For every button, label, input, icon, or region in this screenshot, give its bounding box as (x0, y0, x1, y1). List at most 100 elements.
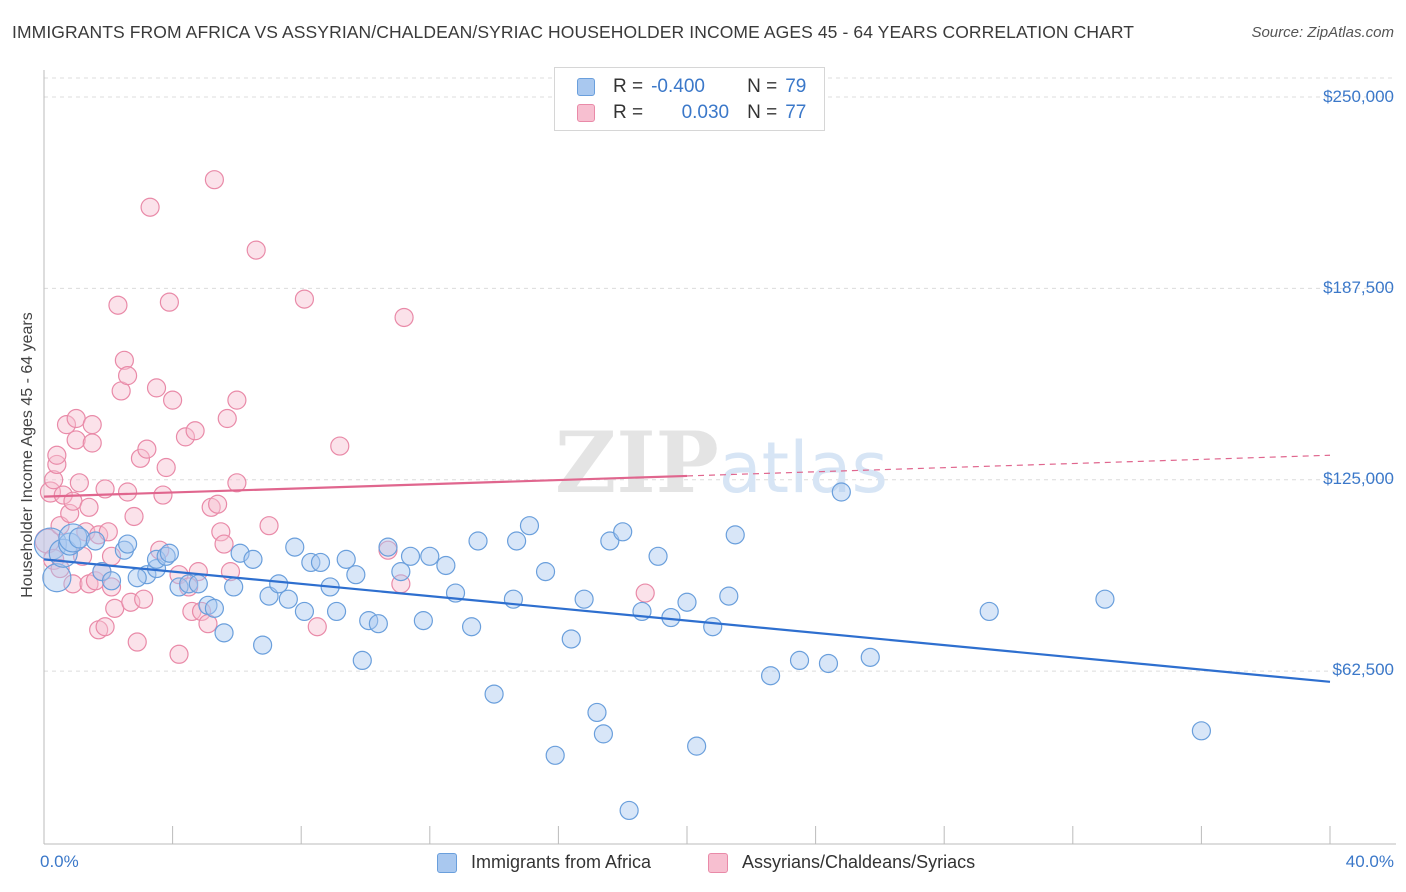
legend-label-assyrian: Assyrians/Chaldeans/Syriacs (742, 852, 976, 872)
series-legend: Immigrants from Africa Assyrians/Chaldea… (0, 852, 1406, 878)
watermark-atlas: atlas (719, 427, 888, 509)
data-point (204, 170, 224, 190)
data-point (278, 589, 298, 609)
data-point (519, 516, 540, 536)
data-point (156, 546, 176, 566)
data-point (561, 629, 581, 649)
data-point (163, 390, 183, 410)
data-point (391, 562, 411, 582)
data-point (294, 289, 315, 309)
data-point (394, 307, 414, 328)
legend-swatch-blue (577, 78, 595, 96)
data-point (153, 485, 173, 505)
x-tick-label-max: 40.0% (1345, 852, 1394, 871)
data-point (227, 473, 247, 493)
legend-swatch-pink (708, 852, 728, 873)
y-tick-label: $125,000 (1323, 469, 1394, 488)
source-label: Source: ZipAtlas.com (1251, 24, 1394, 41)
data-point (436, 555, 456, 576)
trend-line-assyrian-dashed (686, 454, 1331, 477)
data-point (140, 197, 160, 217)
data-point (860, 647, 880, 667)
legend-item-assyrian: Assyrians/Chaldeans/Syriacs (708, 852, 975, 873)
data-point (619, 800, 639, 821)
data-point (95, 617, 115, 637)
data-point (574, 589, 594, 609)
data-point (719, 586, 739, 606)
data-point (294, 601, 315, 622)
data-point (831, 482, 851, 502)
data-point (169, 644, 189, 664)
data-point (208, 494, 228, 514)
data-point (1191, 721, 1212, 741)
data-point (117, 366, 138, 386)
data-point (760, 666, 781, 686)
r-value: -0.400 (651, 76, 705, 97)
y-tick-label: $62,500 (1332, 660, 1394, 679)
legend-row-africa: R = -0.400 N = 79 (577, 75, 806, 99)
data-point (368, 614, 388, 634)
data-point (134, 589, 154, 609)
data-point (507, 531, 527, 551)
data-point (545, 745, 565, 765)
data-point (246, 240, 266, 260)
axes (43, 70, 1396, 845)
y-axis-label: Householder Income Ages 45 - 64 years (19, 312, 36, 598)
data-point (214, 534, 234, 554)
data-point (127, 632, 147, 652)
data-point (114, 350, 134, 370)
correlation-legend: R = -0.400 N = 79 R = 0.030 N = 77 (554, 67, 825, 131)
data-point (307, 617, 327, 637)
data-point (613, 522, 633, 542)
data-point (461, 617, 482, 637)
data-point (979, 601, 999, 622)
data-point (336, 549, 356, 569)
data-point (269, 574, 289, 594)
data-point (259, 516, 279, 536)
grid-lines (44, 77, 1396, 672)
data-point (146, 378, 167, 398)
data-point (484, 684, 504, 704)
watermark: ZIPatlas (555, 413, 888, 512)
data-point (47, 445, 67, 465)
data-point (725, 525, 745, 545)
legend-swatch-pink (577, 104, 595, 122)
y-tick-label: $187,500 (1323, 278, 1394, 297)
data-point (420, 546, 440, 566)
data-point (1095, 589, 1115, 609)
data-point (82, 415, 102, 435)
watermark-zip: ZIP (555, 413, 719, 512)
data-point (648, 546, 668, 566)
data-point (789, 650, 810, 671)
data-point (66, 430, 86, 450)
data-point (159, 543, 179, 563)
n-value: 77 (785, 102, 807, 123)
series-africa-points (33, 482, 1212, 821)
data-point (587, 702, 607, 723)
data-point (124, 506, 144, 527)
data-point (159, 292, 179, 312)
data-point (185, 421, 205, 441)
data-point (352, 650, 372, 671)
legend-swatch-blue (437, 852, 457, 873)
data-point (635, 583, 655, 603)
chart-title: IMMIGRANTS FROM AFRICA VS ASSYRIAN/CHALD… (12, 22, 1135, 42)
data-point (69, 473, 89, 493)
data-point (60, 503, 80, 524)
data-point (137, 439, 157, 459)
data-point (175, 427, 196, 447)
trend-line-africa (43, 558, 1331, 683)
data-point (85, 531, 106, 551)
data-point (330, 436, 350, 456)
y-tick-label: $250,000 (1323, 87, 1394, 106)
data-point (677, 592, 697, 612)
data-point (156, 457, 176, 478)
data-point (127, 568, 147, 588)
data-point (687, 736, 707, 756)
data-point (63, 574, 83, 594)
legend-label-africa: Immigrants from Africa (471, 852, 652, 872)
data-point (44, 470, 64, 490)
data-point (101, 577, 122, 597)
data-point (188, 574, 208, 594)
